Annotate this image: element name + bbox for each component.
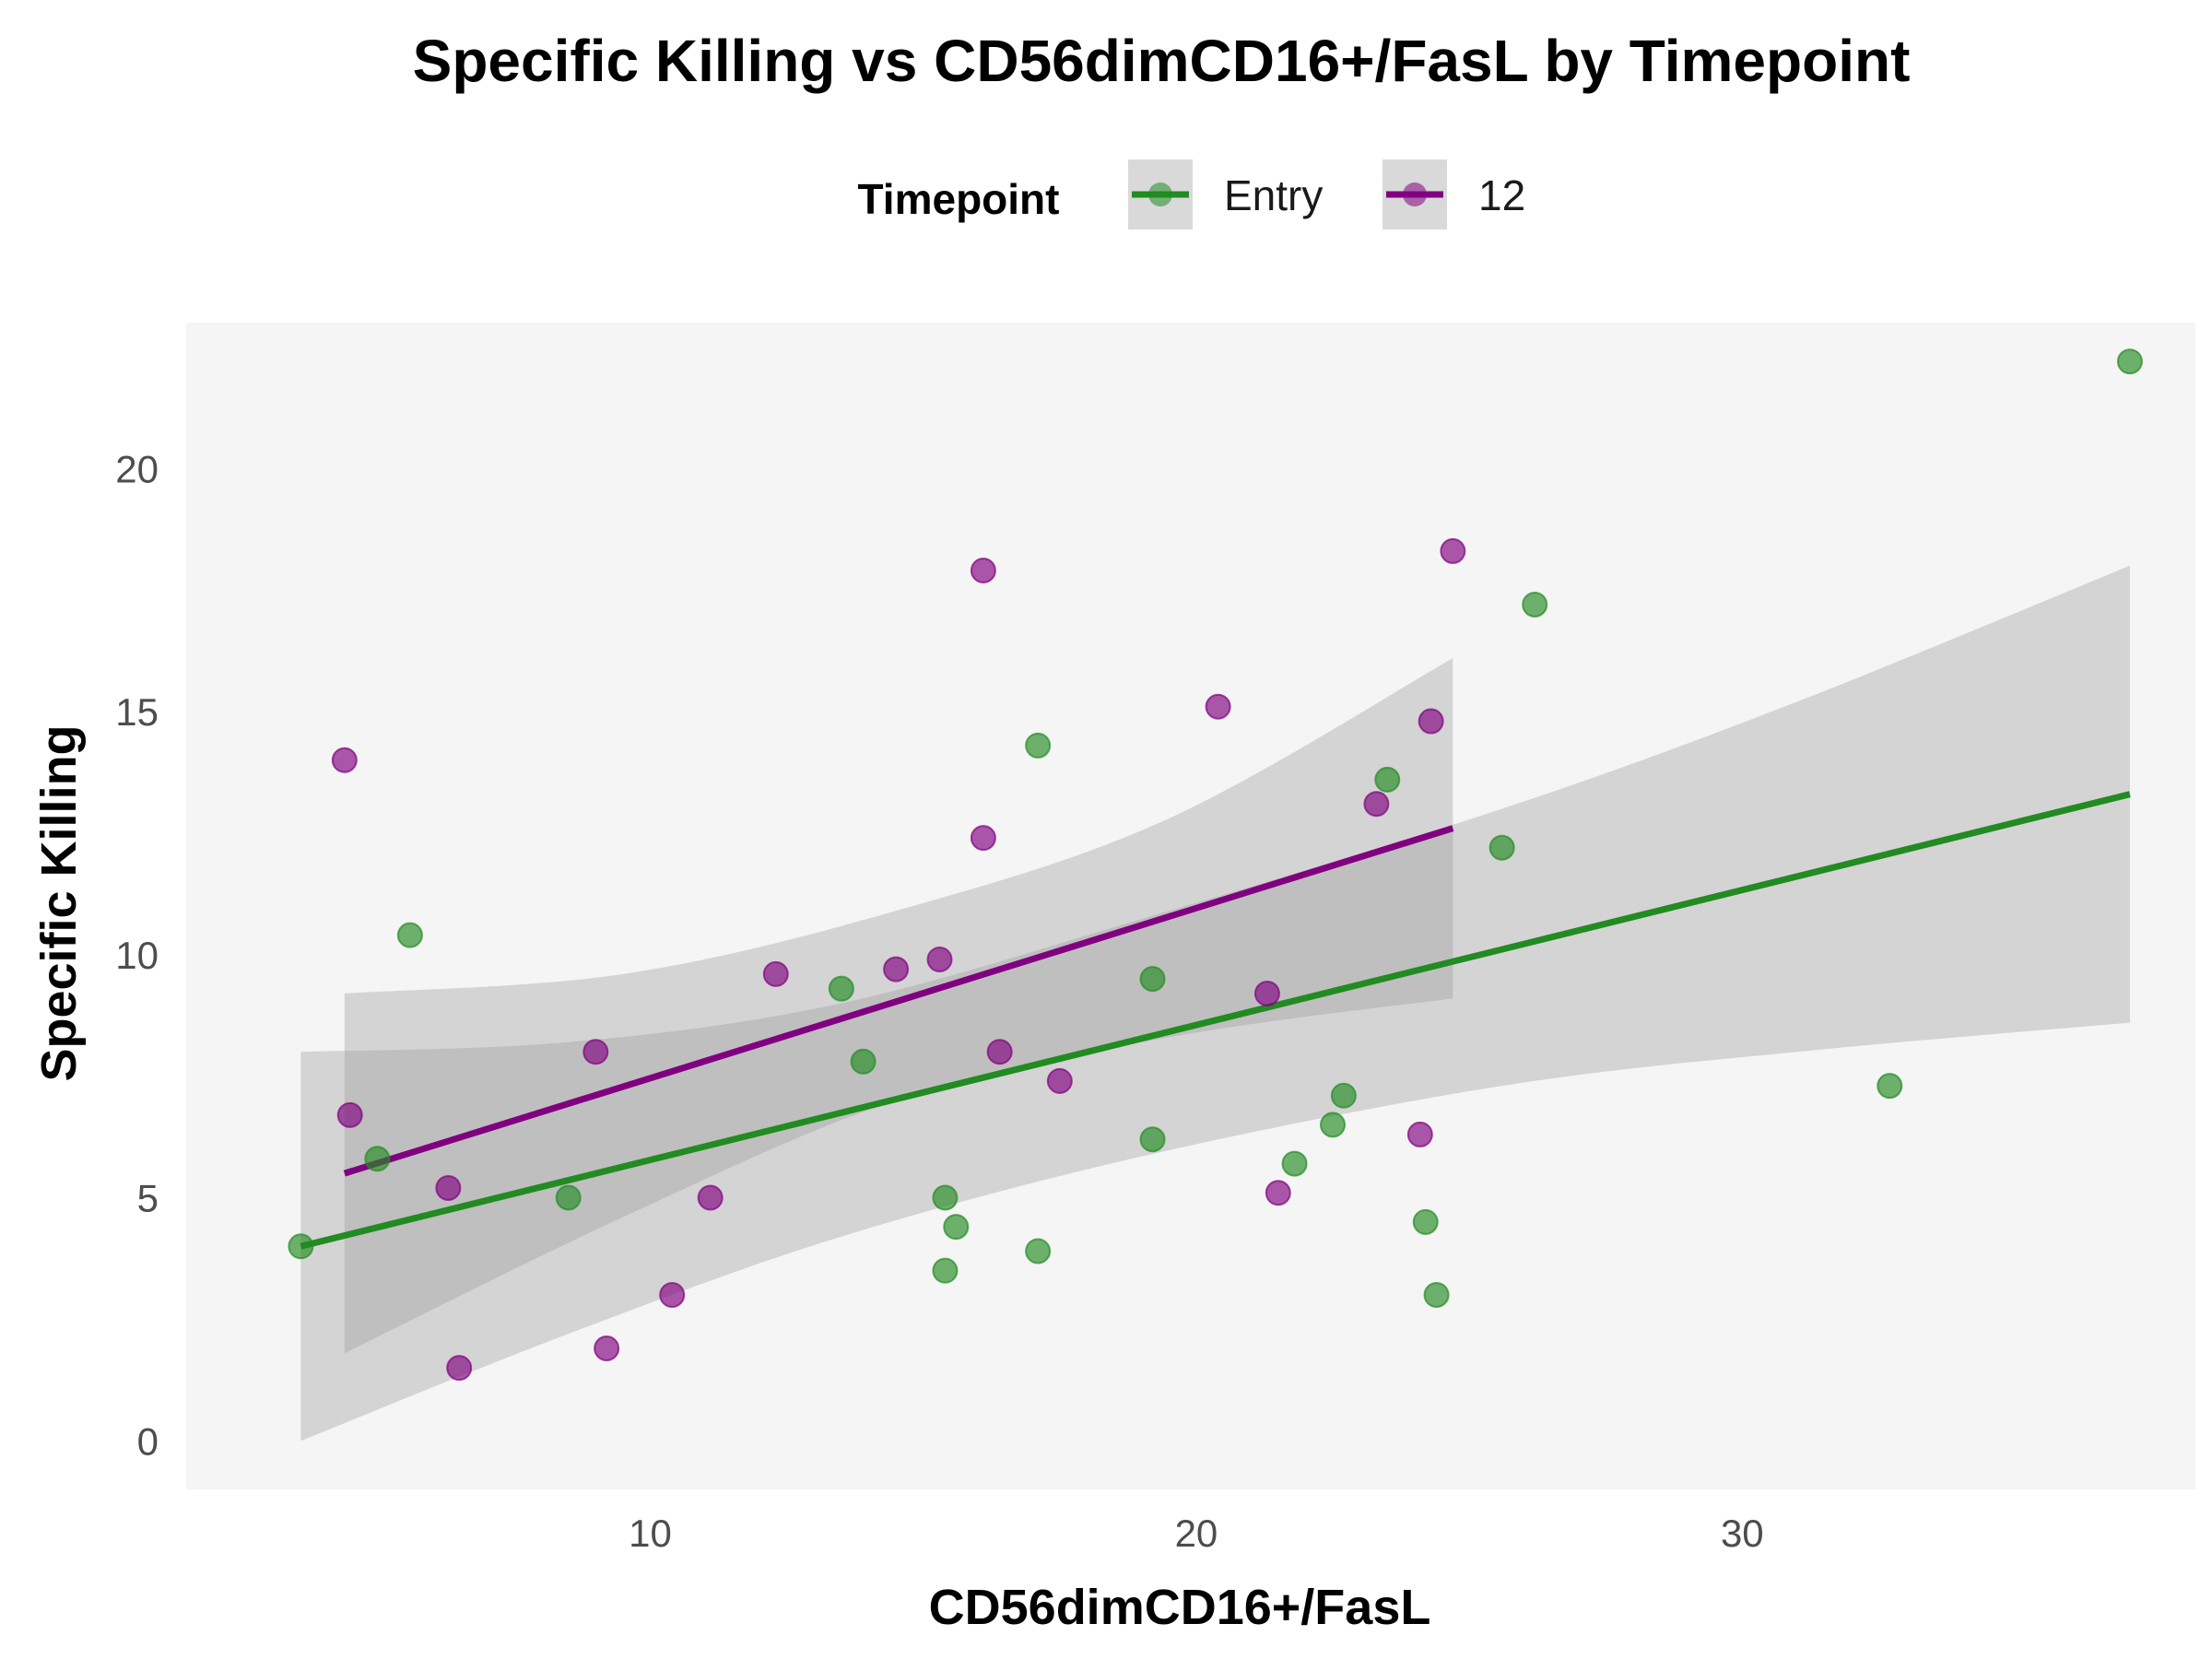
point-entry <box>364 1146 391 1172</box>
legend: Timepoint Entry 12 <box>858 159 1525 229</box>
y-axis: 0 5 10 15 20 <box>115 447 159 1463</box>
point-12 <box>1440 537 1466 564</box>
point-12 <box>1265 1180 1291 1206</box>
point-entry <box>1320 1112 1347 1138</box>
point-12 <box>970 825 996 852</box>
point-12 <box>926 947 953 973</box>
point-entry <box>850 1048 877 1075</box>
point-entry <box>288 1233 314 1260</box>
point-12 <box>697 1184 724 1211</box>
legend-title: Timepoint <box>858 175 1060 223</box>
point-12 <box>594 1335 620 1362</box>
point-12 <box>970 558 996 584</box>
point-entry <box>828 975 854 1002</box>
legend-key-entry-point <box>1148 182 1172 206</box>
legend-label-12: 12 <box>1478 171 1525 219</box>
x-tick-label: 20 <box>1175 1512 1218 1555</box>
y-tick-label: 0 <box>137 1419 159 1463</box>
point-12 <box>1205 693 1231 720</box>
point-entry <box>1025 1238 1052 1265</box>
confidence-bands <box>300 565 2130 1441</box>
plot-panel <box>186 323 2195 1489</box>
fit-lines <box>300 791 2131 1250</box>
point-12 <box>762 960 789 987</box>
y-tick-label: 20 <box>115 447 159 490</box>
x-tick-label: 10 <box>629 1512 672 1555</box>
y-axis-title: Specific Killing <box>31 724 87 1081</box>
point-entry <box>1025 732 1052 759</box>
ci-band-entry <box>300 565 2130 1441</box>
point-12 <box>883 956 910 982</box>
point-entry <box>1412 1208 1439 1235</box>
point-entry <box>1330 1082 1357 1109</box>
point-12 <box>1363 791 1390 818</box>
point-12 <box>336 1101 363 1128</box>
point-entry <box>555 1184 582 1211</box>
point-entry <box>943 1214 970 1241</box>
point-entry <box>1423 1282 1450 1308</box>
ci-band-12 <box>344 657 1453 1354</box>
legend-key-12-point <box>1403 182 1427 206</box>
point-entry <box>932 1184 959 1211</box>
point-12 <box>582 1039 609 1065</box>
x-axis: 10 20 30 <box>629 1512 1764 1555</box>
point-12 <box>331 747 358 773</box>
point-entry <box>1281 1150 1308 1177</box>
point-12 <box>1418 708 1444 735</box>
point-12 <box>659 1282 686 1308</box>
fit-line-entry <box>300 791 2131 1250</box>
point-12 <box>986 1039 1013 1065</box>
point-entry <box>1522 591 1548 618</box>
point-entry <box>2116 348 2143 375</box>
point-entry <box>1877 1073 1903 1100</box>
point-entry <box>1139 1126 1166 1153</box>
data-points <box>288 348 2143 1382</box>
point-12 <box>446 1355 473 1382</box>
fit-line-12 <box>343 825 1454 1177</box>
point-entry <box>932 1257 959 1284</box>
point-entry <box>1139 966 1166 993</box>
y-tick-label: 10 <box>115 934 159 977</box>
chart-title: Specific Killing vs CD56dimCD16+/FasL by… <box>413 28 1911 94</box>
point-entry <box>1488 834 1515 861</box>
y-tick-label: 5 <box>137 1177 159 1220</box>
point-12 <box>1046 1067 1073 1094</box>
legend-label-entry: Entry <box>1224 171 1323 219</box>
x-axis-title: CD56dimCD16+/FasL <box>929 1580 1431 1635</box>
point-entry <box>396 922 423 948</box>
x-tick-label: 30 <box>1721 1512 1764 1555</box>
y-tick-label: 15 <box>115 690 159 734</box>
point-12 <box>435 1174 462 1201</box>
point-12 <box>1253 980 1280 1006</box>
point-entry <box>1374 766 1401 793</box>
point-12 <box>1406 1121 1433 1147</box>
